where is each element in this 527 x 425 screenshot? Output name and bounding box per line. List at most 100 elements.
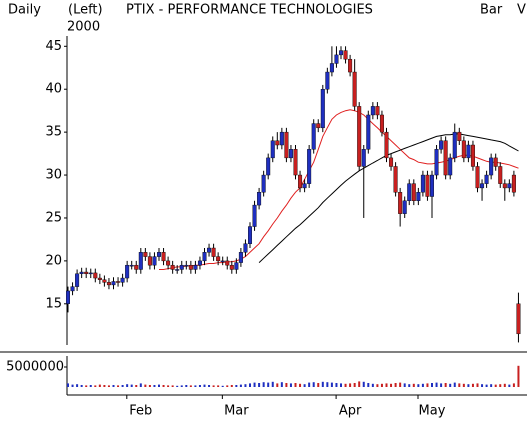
volume-bar bbox=[185, 385, 188, 387]
volume-bar bbox=[294, 383, 297, 387]
candle-body bbox=[97, 277, 102, 280]
y-tick-label: 15 bbox=[45, 296, 62, 311]
volume-bar bbox=[285, 383, 288, 387]
candle-body bbox=[184, 264, 189, 267]
year-label: 2000 bbox=[67, 20, 100, 35]
volume-bar bbox=[494, 384, 497, 387]
volume-bar bbox=[253, 382, 256, 387]
volume-bar bbox=[467, 384, 470, 387]
v-label: V bbox=[517, 3, 526, 18]
y-tick-label: 45 bbox=[45, 39, 62, 54]
candle-body bbox=[325, 71, 330, 90]
candle-body bbox=[448, 157, 453, 176]
volume-bar bbox=[148, 385, 151, 387]
candle-body bbox=[129, 264, 134, 267]
candle-body bbox=[125, 264, 130, 279]
volume-bar bbox=[121, 385, 124, 387]
volume-bar bbox=[326, 382, 329, 387]
moving-average-line bbox=[258, 133, 519, 263]
volume-bar bbox=[367, 383, 370, 387]
candle-body bbox=[111, 281, 116, 286]
y-tick-label: 25 bbox=[45, 210, 62, 225]
candle-body bbox=[320, 89, 325, 129]
candle-body bbox=[339, 50, 344, 56]
volume-bar bbox=[417, 384, 420, 387]
volume-bar bbox=[390, 383, 393, 387]
candle-body bbox=[225, 260, 230, 266]
volume-bar bbox=[453, 382, 456, 387]
volume-bar bbox=[408, 384, 411, 387]
candle-body bbox=[334, 54, 339, 64]
candle-body bbox=[502, 183, 507, 189]
x-tick-label: Apr bbox=[339, 404, 362, 419]
volume-bar bbox=[289, 383, 292, 387]
candle-body bbox=[466, 144, 471, 159]
volume-bar bbox=[107, 385, 110, 387]
volume-bar bbox=[162, 385, 165, 387]
volume-bar bbox=[180, 385, 183, 387]
volume-bar bbox=[335, 383, 338, 387]
candle-body bbox=[279, 131, 284, 146]
candle-body bbox=[366, 114, 371, 150]
candle-body bbox=[70, 286, 75, 292]
y-tick-label: 30 bbox=[45, 168, 62, 183]
candle-body bbox=[234, 262, 239, 270]
candle-body bbox=[379, 114, 384, 133]
volume-bar bbox=[167, 385, 170, 387]
volume-bar bbox=[440, 383, 443, 387]
candle-body bbox=[238, 252, 243, 263]
volume-bar bbox=[394, 383, 397, 387]
candle-body bbox=[480, 183, 485, 189]
candle-body bbox=[197, 260, 202, 266]
volume-bar bbox=[458, 383, 461, 387]
volume-bar bbox=[308, 382, 311, 387]
candle-body bbox=[461, 140, 466, 159]
candle-body bbox=[216, 256, 221, 262]
candle-body bbox=[188, 264, 193, 270]
candle-body bbox=[79, 271, 84, 274]
volume-bar bbox=[431, 383, 433, 387]
volume-bar bbox=[444, 383, 447, 387]
candle-body bbox=[489, 157, 494, 176]
volume-bar bbox=[303, 384, 306, 387]
candle-body bbox=[361, 149, 366, 167]
volume-bar bbox=[153, 385, 156, 387]
x-tick-label: Mar bbox=[224, 404, 249, 419]
candle-body bbox=[257, 192, 262, 206]
candle-body bbox=[284, 131, 289, 159]
candle-body bbox=[156, 252, 161, 257]
volume-bar bbox=[449, 383, 452, 387]
candle-body bbox=[452, 131, 457, 159]
volume-bar bbox=[203, 384, 206, 387]
volume-bar bbox=[353, 383, 356, 387]
bar-label: Bar bbox=[480, 3, 503, 18]
candle-body bbox=[307, 149, 312, 184]
volume-tick-label: 5000000 bbox=[6, 360, 64, 375]
candle-body bbox=[411, 183, 416, 201]
volume-bar bbox=[135, 385, 138, 387]
candle-body bbox=[316, 123, 321, 129]
volume-bar bbox=[508, 384, 511, 387]
candle-body bbox=[211, 247, 216, 257]
candle-body bbox=[443, 140, 448, 176]
candle-body bbox=[498, 166, 503, 184]
volume-bar bbox=[144, 384, 147, 387]
chart-title: PTIX - PERFORMANCE TECHNOLOGIES bbox=[126, 3, 373, 18]
candle-body bbox=[161, 252, 166, 262]
volume-bar bbox=[312, 382, 315, 387]
volume-bar bbox=[462, 383, 465, 387]
volume-bar bbox=[130, 384, 133, 387]
volume-bar bbox=[330, 382, 333, 387]
candle-body bbox=[393, 166, 398, 193]
candle-body bbox=[293, 149, 298, 176]
candle-body bbox=[407, 183, 412, 201]
candle-body bbox=[252, 204, 257, 227]
candle-body bbox=[147, 256, 152, 266]
candle-body bbox=[402, 200, 407, 214]
candle-body bbox=[439, 140, 444, 150]
candle-body bbox=[298, 174, 303, 189]
volume-bar bbox=[189, 385, 192, 387]
volume-bar bbox=[403, 383, 406, 387]
